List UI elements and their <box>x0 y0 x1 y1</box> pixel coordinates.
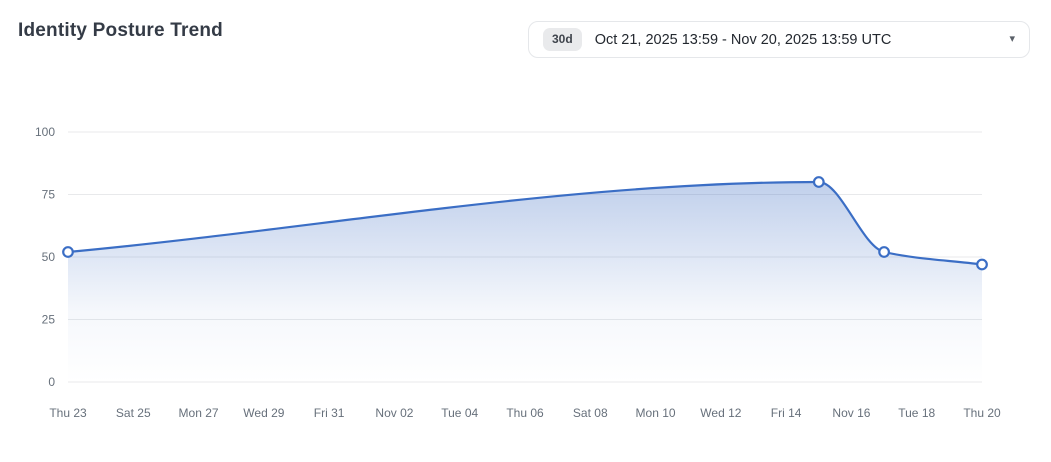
x-axis-tick-label: Wed 12 <box>700 406 741 420</box>
x-axis-tick-label: Sat 08 <box>573 406 608 420</box>
y-axis-tick-label: 100 <box>35 125 55 139</box>
x-axis-tick-label: Thu 20 <box>963 406 1001 420</box>
x-axis-tick-label: Thu 23 <box>49 406 87 420</box>
x-axis-tick-label: Mon 10 <box>636 406 676 420</box>
x-axis-tick-label: Thu 06 <box>506 406 544 420</box>
y-axis-tick-label: 25 <box>42 313 56 327</box>
data-point-marker[interactable] <box>62 246 74 258</box>
data-point-marker[interactable] <box>878 246 890 258</box>
x-axis-tick-label: Mon 27 <box>179 406 219 420</box>
x-axis-tick-label: Fri 14 <box>771 406 802 420</box>
y-axis-tick-label: 75 <box>42 188 56 202</box>
page-title: Identity Posture Trend <box>18 20 223 41</box>
x-axis-tick-label: Fri 31 <box>314 406 345 420</box>
y-axis-tick-label: 0 <box>48 375 55 389</box>
x-axis-tick-label: Wed 29 <box>243 406 284 420</box>
x-axis-tick-label: Sat 25 <box>116 406 151 420</box>
y-axis-tick-label: 50 <box>42 250 56 264</box>
x-axis-tick-label: Tue 18 <box>898 406 935 420</box>
data-point-marker[interactable] <box>976 258 988 271</box>
chevron-down-icon: ▾ <box>1009 33 1015 45</box>
area-fill <box>68 182 982 382</box>
range-label: Oct 21, 2025 13:59 - Nov 20, 2025 13:59 … <box>594 31 892 48</box>
x-axis-tick-label: Nov 16 <box>832 406 870 420</box>
trend-line <box>66 180 984 266</box>
x-axis-tick-label: Tue 04 <box>441 406 478 420</box>
date-range-selector[interactable]: 30d Oct 21, 2025 13:59 - Nov 20, 2025 13… <box>528 21 1030 58</box>
x-axis-tick-label: Nov 02 <box>375 406 413 420</box>
data-point-marker[interactable] <box>812 176 825 188</box>
range-duration-badge: 30d <box>543 28 582 51</box>
